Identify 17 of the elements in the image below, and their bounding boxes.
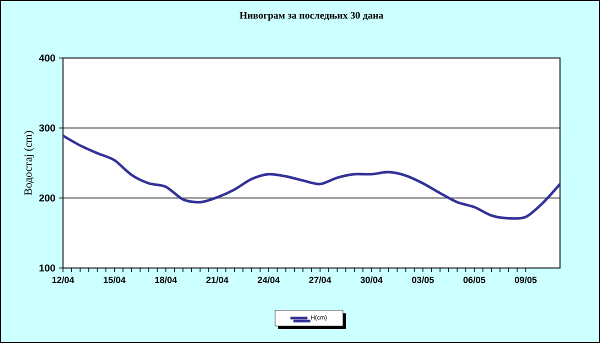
x-tick-label: 12/04: [52, 276, 74, 284]
x-tick-label: 06/05: [463, 276, 486, 284]
x-tick-label: 15/04: [104, 276, 126, 284]
x-tick-label: 24/04: [258, 276, 280, 284]
y-tick-label: 400: [39, 54, 56, 62]
chart-title: Нивограм за последњих 30 дана: [240, 12, 384, 21]
line-series: [62, 134, 562, 220]
x-tick-label: 03/05: [412, 276, 434, 284]
y-tick-label: 200: [39, 194, 56, 202]
x-tick-label: 27/04: [309, 276, 332, 284]
x-tick-label: 09/05: [514, 276, 537, 284]
y-tick-label: 100: [39, 264, 56, 272]
y-tick-label: 300: [39, 124, 56, 132]
x-tick-label: 21/04: [206, 276, 228, 284]
x-tick-label: 18/04: [155, 276, 177, 284]
x-tick-label: 30/04: [360, 276, 383, 284]
y-axis-title: Водостај (cm): [24, 131, 34, 196]
